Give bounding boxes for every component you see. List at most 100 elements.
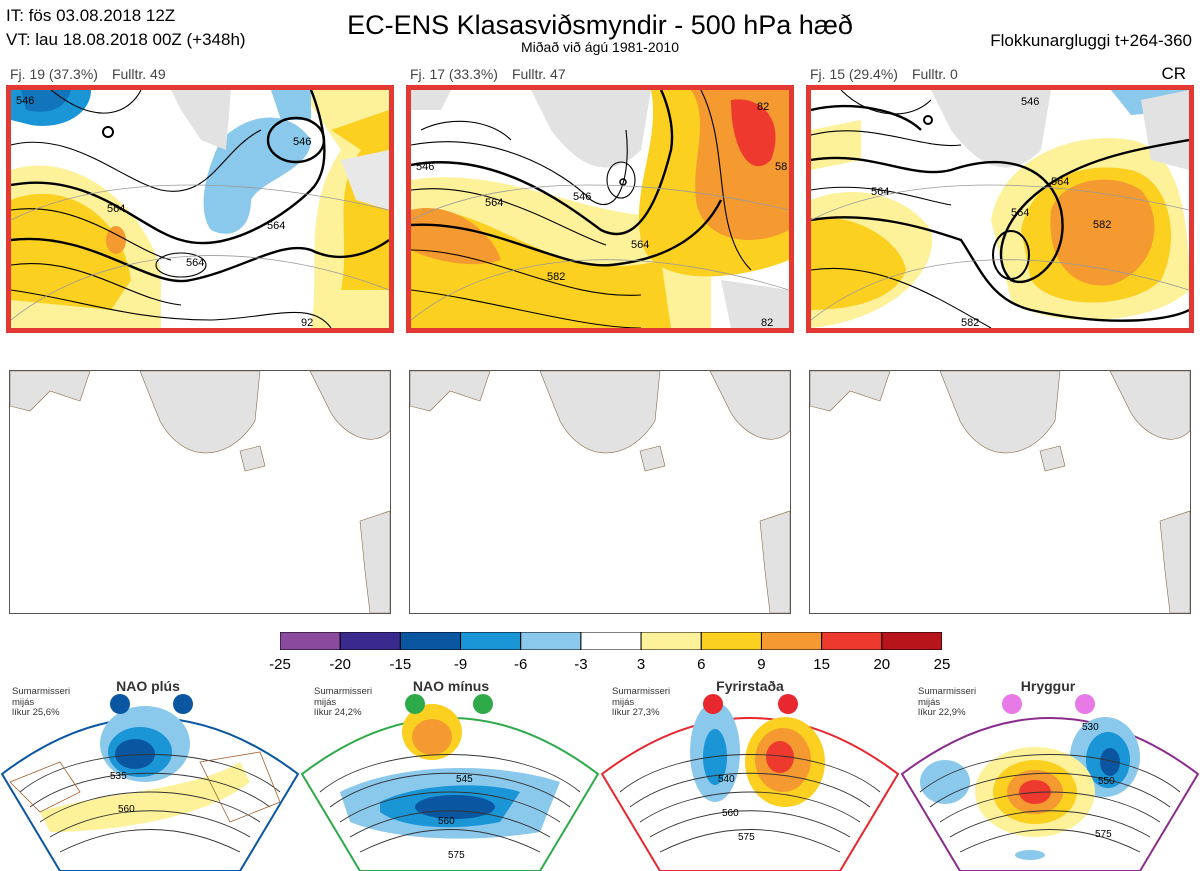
cluster-1-map: 546 564 564 564 546 92 xyxy=(6,85,394,333)
regime-fyrirstada: 540 560 575 xyxy=(600,694,900,871)
empty-map-2 xyxy=(409,370,791,614)
hryggur-label-2: 550 xyxy=(1098,776,1115,787)
fyrirstada-label-2: 560 xyxy=(722,808,739,819)
cluster-1-label-4: 564 xyxy=(267,220,285,232)
cluster-2-fj: Fj. 17 (33.3%) xyxy=(410,66,498,82)
cluster-3-fj: Fj. 15 (29.4%) xyxy=(810,66,898,82)
hryggur-note-1: Sumarmisseri xyxy=(918,686,977,697)
cluster-3-label-1: 546 xyxy=(1021,96,1039,108)
nao-plus-label-1: 535 xyxy=(110,771,127,782)
hryggur-label-1: 530 xyxy=(1082,722,1099,733)
hryggur-note-2: mijás xyxy=(918,696,941,708)
fyrirstada-note-1: Sumarmisseri xyxy=(612,686,671,697)
cluster-3-map: 546 564 564 564 582 582 xyxy=(806,85,1194,333)
colorbar-tick-label: -15 xyxy=(389,656,412,673)
hryggur-title: Hryggur xyxy=(1020,678,1076,694)
fyrirstada-note: Sumarmisseri mijás líkur 27,3% xyxy=(612,686,671,719)
nao-minus-label-2: 560 xyxy=(438,816,455,827)
fyrirstada-label-1: 540 xyxy=(718,774,735,785)
regime-hryggur: 530 550 575 xyxy=(900,694,1200,871)
regime-nao-minus: 545 560 575 xyxy=(300,694,600,871)
colorbar-swatch xyxy=(881,632,942,650)
cluster-3-label-6: 582 xyxy=(961,317,979,328)
nao-minus-title: NAO mínus xyxy=(412,678,490,694)
hryggur-label-3: 575 xyxy=(1095,829,1112,840)
cluster-2-fulltr: Fulltr. 47 xyxy=(511,66,566,82)
cluster-2-label-7: 58 xyxy=(775,161,787,173)
cr-label: CR xyxy=(1161,64,1186,83)
regime-panels: 535 560 545 560 575 xyxy=(0,682,1200,871)
nao-minus-note-2: mijás xyxy=(314,696,337,708)
cluster-1-caption: Fj. 19 (37.3%) Fulltr. 49 xyxy=(10,66,180,82)
cluster-2-label-6: 82 xyxy=(757,101,769,113)
cluster-1-label-6: 92 xyxy=(301,317,313,328)
colorbar-swatch xyxy=(339,632,401,650)
initial-time: IT: fös 03.08.2018 12Z xyxy=(6,6,176,25)
nao-plus-label-2: 560 xyxy=(118,804,135,815)
cluster-3-fulltr: Fulltr. 0 xyxy=(911,66,958,82)
fyrirstada-note-2: mijás xyxy=(612,696,635,708)
cluster-3-label-4: 564 xyxy=(1011,207,1029,219)
nao-plus-note-1: Sumarmisseri xyxy=(12,686,71,697)
valid-time: VT: lau 18.08.2018 00Z (+348h) xyxy=(6,30,246,49)
cluster-1-label-1: 546 xyxy=(16,95,34,107)
fyrirstada-note-3: líkur 27,3% xyxy=(612,707,660,718)
colorbar-tick-label: 15 xyxy=(813,656,830,673)
cluster-2-label-1: 546 xyxy=(416,161,434,173)
colorbar-swatch xyxy=(821,632,883,650)
colorbar-swatch xyxy=(700,632,762,650)
colorbar-swatch xyxy=(640,632,702,650)
colorbar-tick-label: -25 xyxy=(269,656,291,673)
colorbar-swatch xyxy=(399,632,462,650)
classification-window: Flokkunargluggi t+264-360 xyxy=(990,31,1192,50)
colorbar-tick-label: -20 xyxy=(329,656,352,673)
nao-minus-note-3: líkur 24,2% xyxy=(314,707,362,718)
colorbar-tick-label: -9 xyxy=(453,656,468,673)
colorbar-swatch xyxy=(580,632,642,650)
cluster-2-map: 546 564 546 564 582 82 58 82 xyxy=(406,85,794,333)
colorbar-tick-label: 9 xyxy=(757,656,766,673)
colorbar-tick-label: 6 xyxy=(697,656,706,673)
page-subtitle: Miðað við ágú 1981-2010 xyxy=(520,39,679,55)
hryggur-note: Sumarmisseri mijás líkur 22,9% xyxy=(918,686,977,719)
nao-minus-label-3: 575 xyxy=(448,850,465,861)
nao-plus-note-3: líkur 25,6% xyxy=(12,707,60,718)
colorbar-swatch xyxy=(520,632,582,650)
cluster-1-fulltr: Fulltr. 49 xyxy=(111,66,166,82)
fyrirstada-label-3: 575 xyxy=(738,832,755,843)
cluster-2-label-5: 582 xyxy=(547,271,565,283)
cluster-2-label-3: 546 xyxy=(573,191,591,203)
nao-minus-note: Sumarmisseri mijás líkur 24,2% xyxy=(314,686,373,719)
cluster-1-label-3: 564 xyxy=(186,257,204,269)
cluster-2-label-2: 564 xyxy=(485,197,503,209)
cluster-3-label-2: 564 xyxy=(871,186,889,198)
cluster-3-caption: Fj. 15 (29.4%) Fulltr. 0 xyxy=(810,66,972,82)
cluster-1-label-5: 546 xyxy=(293,136,311,148)
colorbar-swatch xyxy=(760,632,823,650)
colorbar-swatch xyxy=(460,632,522,650)
page-title: EC-ENS Klasasviðsmyndir - 500 hPa hæð xyxy=(347,10,853,40)
cluster-3-label-3: 564 xyxy=(1051,176,1069,188)
cluster-2-caption: Fj. 17 (33.3%) Fulltr. 47 xyxy=(410,66,580,82)
empty-map-3 xyxy=(809,370,1191,614)
colorbar-swatch xyxy=(280,632,341,650)
colorbar-tick-label: 20 xyxy=(873,656,891,673)
cluster-1-label-2: 564 xyxy=(107,203,125,215)
empty-map-1 xyxy=(9,370,391,614)
nao-plus-title: NAO plús xyxy=(116,678,180,694)
nao-minus-label-1: 545 xyxy=(456,774,473,785)
colorbar-tick-label: 25 xyxy=(933,656,951,673)
cluster-2-label-4: 564 xyxy=(631,239,649,251)
colorbar xyxy=(280,632,942,650)
hryggur-note-3: líkur 22,9% xyxy=(918,707,966,718)
nao-plus-note: Sumarmisseri mijás líkur 25,6% xyxy=(12,686,71,719)
colorbar-tick-label: 3 xyxy=(636,656,646,673)
nao-plus-note-2: mijás xyxy=(12,696,35,708)
fyrirstada-title: Fyrirstaða xyxy=(716,678,784,694)
regime-nao-plus: 535 560 xyxy=(0,694,300,871)
colorbar-tick-label: -6 xyxy=(514,656,528,673)
cluster-3-label-5: 582 xyxy=(1093,219,1111,231)
colorbar-tick-label: -3 xyxy=(574,656,588,673)
cluster-1-fj: Fj. 19 (37.3%) xyxy=(10,66,98,82)
nao-minus-note-1: Sumarmisseri xyxy=(314,686,373,697)
